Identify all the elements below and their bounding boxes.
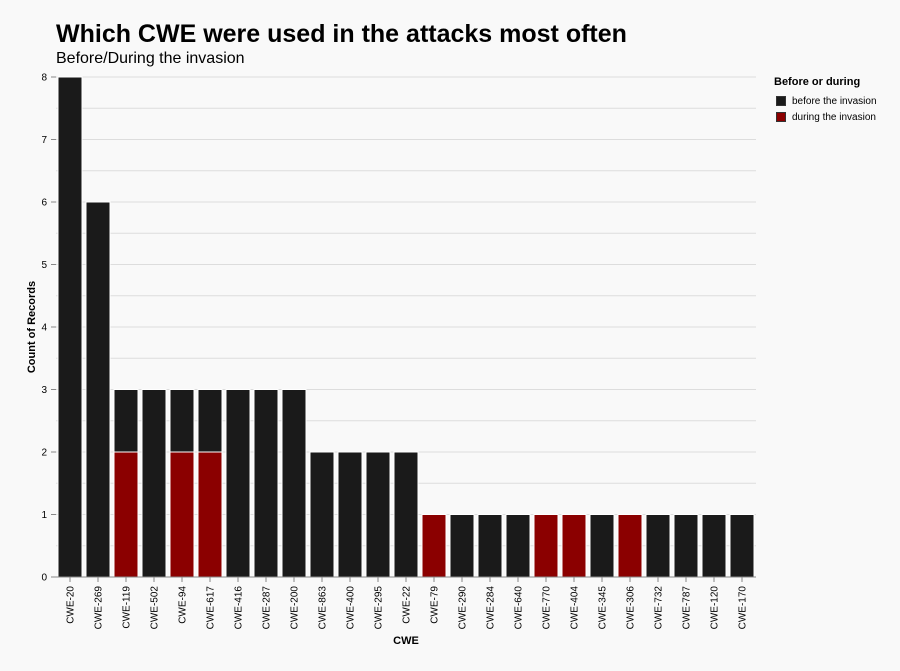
bar-cwe-287-before — [253, 389, 279, 578]
y-tick-label: 2 — [41, 448, 47, 459]
bar-cwe-502-before — [141, 389, 167, 578]
bar-cwe-295-before — [365, 451, 391, 578]
bar-cwe-200-before — [281, 389, 307, 578]
chart-subtitle: Before/During the invasion — [56, 50, 245, 67]
bar-cwe-94-before — [169, 389, 195, 453]
chart-title: Which CWE were used in the attacks most … — [56, 20, 627, 48]
y-tick-label: 5 — [41, 260, 47, 271]
y-tick-label: 3 — [41, 385, 47, 396]
y-tick-label: 0 — [41, 573, 47, 584]
bar-cwe-290-before — [449, 514, 475, 578]
x-tick-label: CWE-284 — [486, 586, 497, 630]
x-tick-label: CWE-404 — [570, 586, 581, 630]
x-tick-label: CWE-416 — [234, 586, 245, 630]
x-tick-label: CWE-94 — [178, 586, 189, 624]
y-tick-label: 7 — [41, 135, 47, 146]
x-tick-label: CWE-120 — [710, 586, 721, 630]
bar-cwe-863-before — [309, 451, 335, 578]
legend: Before or during before the invasion dur… — [774, 76, 877, 125]
bar-cwe-306-during — [617, 514, 643, 578]
x-tick-label: CWE-502 — [150, 586, 161, 630]
bar-cwe-119-before — [113, 389, 139, 453]
bar-cwe-416-before — [225, 389, 251, 578]
x-tick-label: CWE-863 — [318, 586, 329, 630]
y-tick-label: 6 — [41, 198, 47, 209]
legend-item-during: during the invasion — [774, 109, 877, 125]
x-tick-label: CWE-770 — [542, 586, 553, 630]
bar-cwe-20-before — [57, 76, 83, 578]
x-tick-label: CWE-269 — [94, 586, 105, 630]
bar-cwe-79-during — [421, 514, 447, 578]
x-tick-label: CWE-170 — [738, 586, 749, 630]
x-tick-label: CWE-295 — [374, 586, 385, 630]
x-tick-label: CWE-787 — [682, 586, 693, 630]
y-tick-label: 8 — [41, 73, 47, 84]
x-tick-label: CWE-400 — [346, 586, 357, 630]
x-tick-label: CWE-287 — [262, 586, 273, 630]
x-tick-label: CWE-345 — [598, 586, 609, 630]
y-tick-label: 1 — [41, 510, 47, 521]
legend-label-before: before the invasion — [792, 95, 877, 107]
bar-cwe-345-before — [589, 514, 615, 578]
x-tick-label: CWE-22 — [402, 586, 413, 624]
x-tick-label: CWE-617 — [206, 586, 217, 630]
bars — [57, 76, 755, 578]
x-tick-label: CWE-290 — [458, 586, 469, 630]
x-axis: CWE-20 CWE-269 CWE-119 CWE-502 CWE-94 CWE-617… — [66, 577, 749, 629]
x-tick-label: CWE-119 — [122, 586, 133, 629]
bar-cwe-787-before — [673, 514, 699, 578]
x-tick-label: CWE-20 — [66, 586, 77, 624]
legend-title: Before or during — [774, 76, 861, 88]
bar-cwe-269-before — [85, 201, 111, 578]
x-tick-label: CWE-640 — [514, 586, 525, 630]
bar-cwe-22-before — [393, 451, 419, 578]
y-tick-label: 4 — [41, 323, 47, 334]
bar-cwe-617-before — [197, 389, 223, 453]
x-tick-label: CWE-732 — [654, 586, 665, 630]
bar-cwe-170-before — [729, 514, 755, 578]
y-axis-label: Count of Records — [26, 281, 38, 373]
bar-cwe-732-before — [645, 514, 671, 578]
x-tick-label: CWE-200 — [290, 586, 301, 630]
bar-cwe-640-before — [505, 514, 531, 578]
bar-cwe-617-during — [197, 451, 223, 578]
bar-cwe-119-during — [113, 451, 139, 578]
bar-cwe-400-before — [337, 451, 363, 578]
bar-cwe-770-during — [533, 514, 559, 578]
bar-cwe-120-before — [701, 514, 727, 578]
legend-swatch-before — [776, 96, 786, 106]
legend-label-during: during the invasion — [792, 111, 876, 123]
legend-item-before: before the invasion — [774, 93, 877, 109]
x-tick-label: CWE-79 — [430, 586, 441, 624]
x-axis-label: CWE — [393, 635, 419, 647]
x-tick-label: CWE-306 — [626, 586, 637, 630]
bar-cwe-284-before — [477, 514, 503, 578]
legend-swatch-during — [776, 112, 786, 122]
bar-cwe-404-during — [561, 514, 587, 578]
bar-cwe-94-during — [169, 451, 195, 578]
